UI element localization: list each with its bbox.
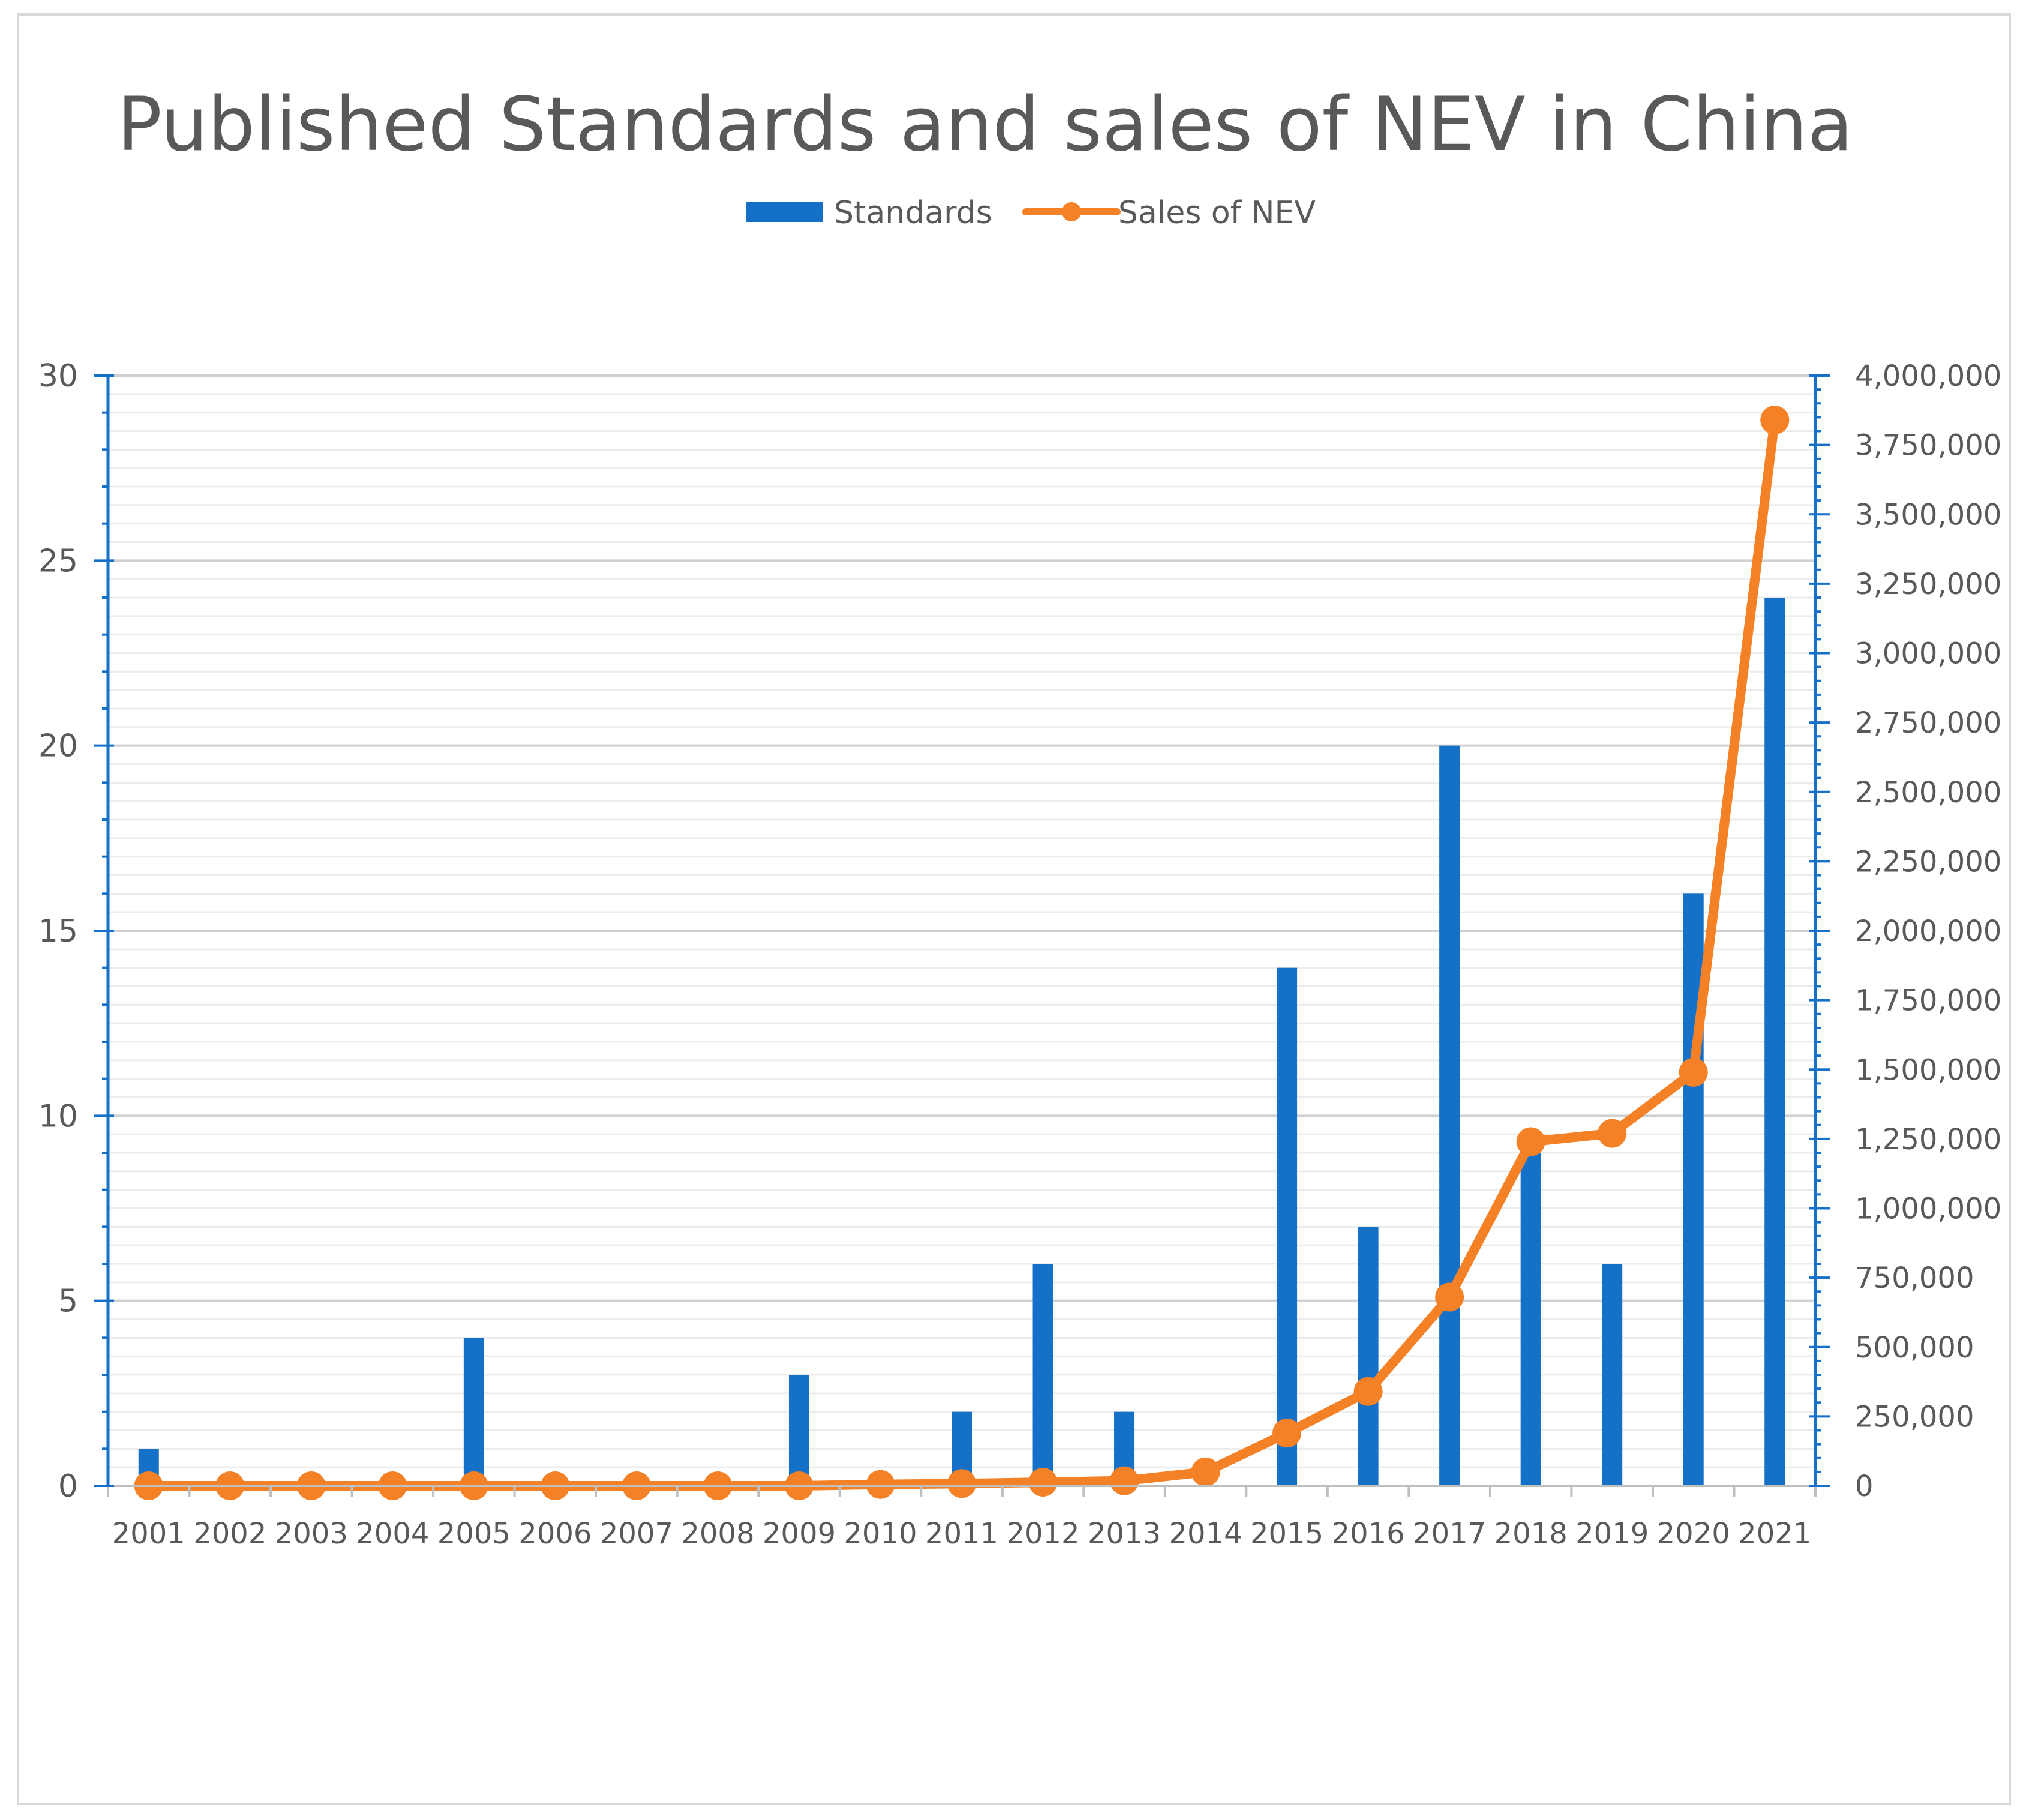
- x-tick-label: 2010: [844, 1517, 917, 1551]
- right-tick-label: 4,000,000: [1855, 359, 2001, 393]
- right-tick-label: 3,500,000: [1855, 498, 2001, 532]
- left-tick-label: 20: [38, 728, 78, 764]
- bar-standards-2018: [1520, 1153, 1541, 1486]
- right-tick-label: 0: [1855, 1470, 1874, 1503]
- bar-standards-2005: [463, 1338, 484, 1486]
- x-tick-label: 2014: [1169, 1517, 1242, 1551]
- x-tick-label: 2018: [1494, 1517, 1568, 1551]
- left-tick-label: 0: [58, 1468, 78, 1504]
- x-tick-label: 2006: [518, 1517, 592, 1551]
- bar-standards-2019: [1602, 1264, 1623, 1486]
- bar-standards-2015: [1277, 967, 1298, 1486]
- bar-standards-2021: [1764, 598, 1785, 1486]
- right-tick-label: 2,000,000: [1855, 915, 2001, 948]
- point-sales-2014: [1191, 1457, 1220, 1486]
- x-tick-label: 2003: [275, 1517, 348, 1551]
- left-tick-label: 30: [38, 358, 78, 394]
- right-tick-label: 1,250,000: [1855, 1123, 2001, 1156]
- point-sales-2018: [1516, 1127, 1545, 1156]
- legend-label-standards: Standards: [834, 195, 992, 231]
- point-sales-2017: [1435, 1282, 1464, 1312]
- legend-marker-sales: [1062, 202, 1081, 221]
- right-tick-label: 3,000,000: [1855, 637, 2001, 671]
- right-tick-label: 250,000: [1855, 1400, 1974, 1434]
- x-tick-label: 2007: [600, 1517, 673, 1551]
- x-tick-label: 2004: [356, 1517, 429, 1551]
- right-tick-label: 2,500,000: [1855, 776, 2001, 809]
- bar-standards-2012: [1032, 1264, 1053, 1486]
- point-sales-2021: [1760, 406, 1790, 434]
- x-tick-label: 2016: [1332, 1517, 1405, 1551]
- left-tick-label: 10: [38, 1098, 78, 1134]
- x-tick-label: 2002: [193, 1517, 266, 1551]
- point-sales-2015: [1272, 1419, 1302, 1448]
- right-tick-label: 1,500,000: [1855, 1053, 2001, 1087]
- right-tick-label: 3,250,000: [1855, 568, 2001, 601]
- left-tick-label: 25: [38, 543, 78, 579]
- left-tick-label: 5: [58, 1284, 78, 1320]
- bar-standards-2017: [1439, 745, 1460, 1486]
- legend-label-sales: Sales of NEV: [1118, 195, 1316, 231]
- right-tick-label: 2,250,000: [1855, 845, 2001, 878]
- legend: Standards Sales of NEV: [746, 195, 1316, 231]
- x-tick-label: 2015: [1250, 1517, 1323, 1551]
- point-sales-2016: [1353, 1377, 1383, 1406]
- left-axis-tick-labels: 0 5 10 15 20 25 30: [38, 358, 78, 1504]
- x-tick-label: 2019: [1575, 1517, 1649, 1551]
- right-tick-label: 750,000: [1855, 1261, 1974, 1295]
- point-sales-2012: [1028, 1467, 1058, 1497]
- x-tick-label: 2011: [925, 1517, 998, 1551]
- legend-swatch-standards: [746, 202, 823, 222]
- point-sales-2013: [1110, 1466, 1139, 1495]
- point-sales-2019: [1598, 1119, 1627, 1148]
- bar-standards-2016: [1358, 1227, 1379, 1486]
- left-tick-label: 15: [38, 913, 78, 949]
- right-tick-label: 500,000: [1855, 1331, 1974, 1365]
- point-sales-2020: [1679, 1057, 1708, 1087]
- axes: [94, 374, 1830, 1497]
- x-tick-label: 2005: [437, 1517, 511, 1551]
- x-tick-label: 2013: [1088, 1517, 1161, 1551]
- x-axis-tick-labels: 2001 2002 2003 2004 2005 2006 2007 2008 2009 2010…: [112, 1517, 1812, 1551]
- x-tick-label: 2009: [763, 1517, 836, 1551]
- chart-title: Published Standards and sales of NEV in …: [117, 82, 1853, 168]
- bar-standards-2009: [788, 1375, 809, 1486]
- right-tick-label: 3,750,000: [1855, 429, 2001, 463]
- chart-frame: [17, 13, 2011, 1805]
- right-tick-label: 2,750,000: [1855, 706, 2001, 740]
- x-tick-label: 2012: [1006, 1517, 1079, 1551]
- x-tick-label: 2008: [681, 1517, 754, 1551]
- right-tick-label: 1,000,000: [1855, 1192, 2001, 1226]
- point-sales-2011: [947, 1469, 976, 1498]
- x-tick-label: 2017: [1413, 1517, 1486, 1551]
- right-axis-tick-labels: 0 250,000 500,000 750,000 1,000,000 1,250,000…: [1855, 359, 2001, 1503]
- point-sales-2010: [866, 1470, 895, 1499]
- right-tick-label: 1,750,000: [1855, 984, 2001, 1018]
- x-tick-label: 2001: [112, 1517, 185, 1551]
- x-tick-label: 2021: [1738, 1517, 1811, 1551]
- x-tick-label: 2020: [1657, 1517, 1730, 1551]
